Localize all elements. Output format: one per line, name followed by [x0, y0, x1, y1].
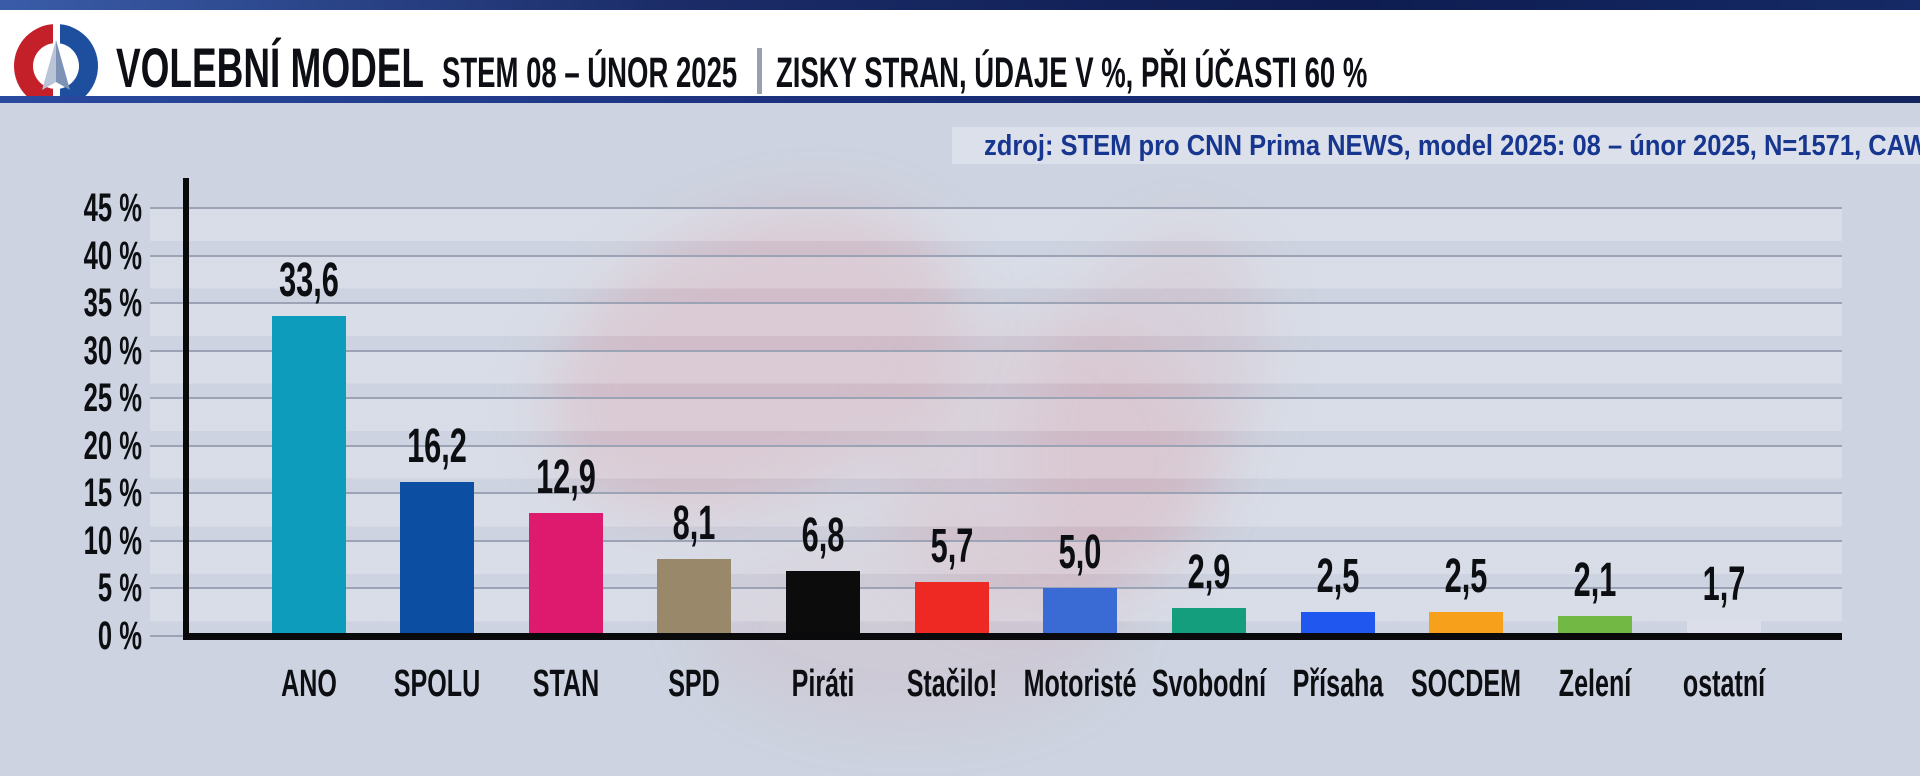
compass-arrow-icon: [42, 40, 70, 90]
value-label-ostatni: 1,7: [1702, 557, 1745, 611]
gridline: [150, 492, 1842, 495]
x-axis-label-prisaha: Přísaha: [1292, 663, 1383, 705]
y-axis-tick-label: 10 %: [83, 518, 142, 563]
x-axis-label-zeleni: Zelení: [1558, 663, 1632, 705]
value-label-svobodni: 2,9: [1187, 546, 1231, 600]
header-rule: [0, 96, 1920, 103]
x-axis-label-ano: ANO: [280, 663, 337, 705]
x-axis-label-stan: STAN: [532, 663, 599, 705]
value-label-socdem: 2,5: [1444, 550, 1488, 604]
y-axis-tick-label: 20 %: [83, 423, 142, 468]
bar-spolu: [400, 481, 475, 636]
watermark-shape: [880, 313, 1210, 613]
gridline: [150, 302, 1842, 305]
page-title: VOLEBNÍ MODEL: [116, 36, 425, 99]
title-row: VOLEBNÍ MODEL STEM 08 – ÚNOR 2025 ZISKY …: [0, 20, 1920, 106]
source-credit: zdroj: STEM pro CNN Prima NEWS, model 20…: [984, 130, 1920, 162]
x-axis-line: [183, 633, 1842, 640]
x-axis-label-motoriste: Motoristé: [1023, 663, 1137, 705]
poll-wave-label: STEM 08 – ÚNOR 2025: [442, 49, 738, 97]
bar-pirati: [786, 571, 861, 636]
x-axis-label-spolu: SPOLU: [393, 663, 481, 705]
source-highlight-box: [952, 127, 1920, 164]
header: VOLEBNÍ MODEL STEM 08 – ÚNOR 2025 ZISKY …: [0, 10, 1920, 110]
cnn-prima-news-logo-icon: [14, 22, 98, 110]
value-label-zeleni: 2,1: [1573, 554, 1617, 608]
value-label-ano: 33,6: [278, 254, 339, 308]
y-axis-tick-label: 5 %: [97, 566, 142, 611]
y-axis-tick-label: 40 %: [83, 233, 142, 278]
value-label-stacilo: 5,7: [930, 519, 974, 573]
bar-stacilo: [914, 581, 989, 636]
top-accent-bar: [0, 0, 1920, 10]
y-axis-tick-label: 0 %: [97, 614, 142, 658]
x-axis-label-socdem: SOCDEM: [1411, 663, 1522, 705]
bar-spd: [657, 558, 732, 636]
value-label-stan: 12,9: [535, 451, 596, 505]
bar-zeleni: [1557, 616, 1632, 636]
gridline: [150, 349, 1842, 352]
gridline: [150, 207, 1842, 209]
gridline: [150, 254, 1842, 257]
gridline-zero-tick: [150, 635, 183, 637]
value-label-motoriste: 5,0: [1058, 526, 1102, 580]
gridline: [150, 587, 1842, 590]
bar-socdem: [1429, 612, 1504, 636]
x-axis-label-ostatni: ostatní: [1682, 663, 1765, 705]
title-divider: [757, 48, 762, 94]
value-label-prisaha: 2,5: [1316, 550, 1359, 604]
x-axis-label-stacilo: Stačilo!: [906, 663, 997, 705]
y-axis-tick-label: 45 %: [83, 186, 142, 230]
bar-motoriste: [1043, 588, 1118, 636]
gridline: [150, 397, 1842, 400]
bar-svobodni: [1171, 608, 1246, 636]
y-axis-tick-label: 35 %: [83, 281, 142, 326]
y-axis-tick-label: 15 %: [83, 471, 142, 516]
x-axis-label-pirati: Piráti: [791, 663, 855, 705]
value-label-pirati: 6,8: [801, 509, 845, 563]
bar-ano: [271, 316, 346, 636]
bar-prisaha: [1300, 612, 1375, 636]
y-axis-tick-label: 30 %: [83, 328, 142, 373]
gridline: [150, 539, 1842, 542]
value-label-spolu: 16,2: [407, 419, 468, 473]
chart-subtitle: ZISKY STRAN, ÚDAJE V %, PŘI ÚČASTI 60 %: [776, 49, 1368, 97]
x-axis-label-spd: SPD: [668, 663, 721, 705]
bar-ostatni: [1686, 619, 1761, 636]
y-axis-line: [183, 178, 189, 640]
x-axis-label-svobodni: Svobodní: [1151, 663, 1267, 705]
y-axis-tick-label: 25 %: [83, 376, 142, 421]
bar-stan: [528, 513, 603, 636]
value-label-spd: 8,1: [673, 496, 716, 550]
gridline: [150, 444, 1842, 447]
